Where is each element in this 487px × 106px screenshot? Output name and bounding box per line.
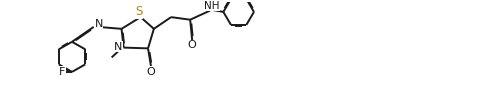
Text: N: N bbox=[114, 42, 122, 52]
Text: F: F bbox=[59, 67, 65, 77]
Text: O: O bbox=[147, 67, 155, 77]
Text: S: S bbox=[135, 5, 142, 18]
Text: O: O bbox=[188, 40, 197, 50]
Text: N: N bbox=[94, 19, 103, 29]
Text: NH: NH bbox=[204, 1, 220, 11]
